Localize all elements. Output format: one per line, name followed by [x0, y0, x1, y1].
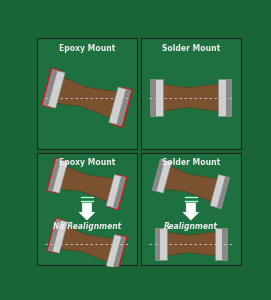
Polygon shape — [155, 228, 160, 260]
Text: Realignment: Realignment — [164, 222, 218, 231]
Polygon shape — [218, 79, 231, 116]
Polygon shape — [55, 164, 119, 204]
Polygon shape — [150, 79, 163, 116]
Polygon shape — [113, 236, 126, 269]
Polygon shape — [55, 224, 119, 264]
Text: Solder Mount: Solder Mount — [162, 44, 220, 53]
Polygon shape — [112, 87, 133, 128]
Polygon shape — [50, 75, 124, 120]
Bar — [37, 38, 137, 149]
Polygon shape — [106, 235, 126, 269]
Polygon shape — [48, 159, 68, 193]
Polygon shape — [109, 87, 131, 126]
Polygon shape — [46, 158, 65, 194]
Polygon shape — [109, 174, 128, 210]
Polygon shape — [106, 175, 126, 209]
Polygon shape — [155, 228, 167, 260]
Bar — [141, 153, 241, 265]
Bar — [141, 38, 241, 149]
Polygon shape — [48, 219, 68, 253]
Polygon shape — [109, 234, 128, 270]
Text: Solder Mount: Solder Mount — [162, 158, 220, 167]
Polygon shape — [43, 69, 57, 106]
Polygon shape — [210, 175, 230, 209]
Polygon shape — [226, 79, 231, 116]
Text: Epoxy Mount: Epoxy Mount — [59, 158, 115, 167]
Polygon shape — [41, 68, 62, 109]
Polygon shape — [116, 89, 131, 126]
Polygon shape — [46, 218, 65, 254]
Polygon shape — [152, 159, 165, 191]
Polygon shape — [113, 176, 126, 209]
Polygon shape — [48, 159, 61, 191]
Polygon shape — [222, 228, 227, 260]
FancyArrow shape — [183, 203, 199, 220]
Polygon shape — [43, 69, 65, 108]
FancyArrow shape — [79, 203, 95, 220]
Bar — [37, 153, 137, 265]
Polygon shape — [157, 83, 225, 112]
Polygon shape — [48, 219, 61, 251]
Text: No Realignment: No Realignment — [53, 222, 121, 231]
Polygon shape — [215, 228, 227, 260]
Polygon shape — [159, 164, 223, 204]
Polygon shape — [150, 79, 156, 116]
Polygon shape — [152, 159, 172, 193]
Text: Epoxy Mount: Epoxy Mount — [59, 44, 115, 53]
Polygon shape — [161, 231, 221, 256]
Polygon shape — [217, 176, 230, 209]
